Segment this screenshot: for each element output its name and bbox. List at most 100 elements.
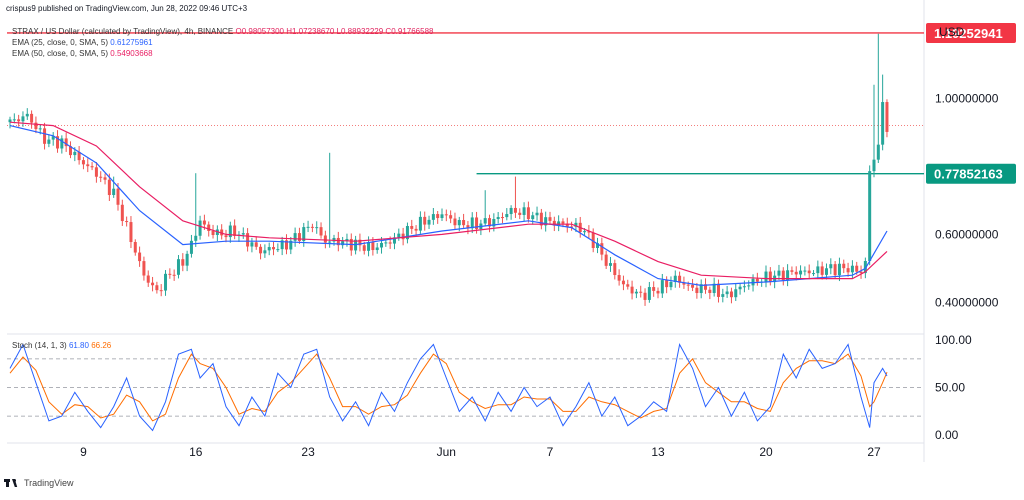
candle-body xyxy=(392,237,396,244)
candle-body xyxy=(522,207,526,215)
publisher-line: crispus9 published on TradingView.com, J… xyxy=(6,4,247,14)
symbol-title: STRAX / US Dollar (calculated by Trading… xyxy=(12,27,234,36)
candle-body xyxy=(885,102,889,132)
ema25-line xyxy=(9,125,888,287)
candle-body xyxy=(436,214,440,219)
candle-body xyxy=(643,292,647,300)
candle-body xyxy=(81,160,85,165)
candle-body xyxy=(781,270,785,281)
ema25-value: 0.61275961 xyxy=(110,38,153,47)
candle-body xyxy=(38,128,42,130)
candle-body xyxy=(272,247,276,250)
candle-body xyxy=(176,259,180,275)
candle-body xyxy=(673,275,677,282)
candle-body xyxy=(850,265,854,273)
x-tick-label: 27 xyxy=(867,445,881,459)
candle-body xyxy=(829,264,833,269)
ema50-line xyxy=(9,121,888,280)
candle-body xyxy=(544,217,548,226)
stoch-header: Stoch (14, 1, 3) 61.80 66.26 xyxy=(12,341,111,351)
candle-body xyxy=(73,151,77,156)
candle-body xyxy=(189,240,193,254)
candle-body xyxy=(846,268,850,273)
candle-body xyxy=(125,221,129,223)
stoch-d-line xyxy=(9,353,888,422)
candle-body xyxy=(68,146,72,156)
candle-body xyxy=(17,119,21,122)
candle-body xyxy=(86,164,90,167)
candle-body xyxy=(90,166,94,168)
candle-body xyxy=(103,177,107,180)
candle-body xyxy=(656,290,660,294)
candle-body xyxy=(807,270,811,274)
candle-body xyxy=(695,287,699,294)
candle-body xyxy=(604,254,608,266)
candle-body xyxy=(401,233,405,240)
ema50-label: EMA (50, close, 0, SMA, 5) xyxy=(12,49,109,58)
ema50-line: EMA (50, close, 0, SMA, 5) 0.54903668 xyxy=(12,49,153,59)
candle-body xyxy=(129,222,133,243)
candle-body xyxy=(280,240,284,250)
level-price-label: 1.19252941 xyxy=(934,26,1003,41)
candle-body xyxy=(812,273,816,275)
candle-body xyxy=(384,242,388,244)
candle-body xyxy=(380,242,384,248)
candle-body xyxy=(289,240,293,250)
candle-body xyxy=(708,289,712,293)
candle-body xyxy=(794,271,798,275)
price-tick-label: 1.00000000 xyxy=(935,91,999,105)
candle-body xyxy=(120,204,124,222)
candle-body xyxy=(112,188,116,196)
candle-body xyxy=(691,284,695,288)
candle-body xyxy=(725,291,729,295)
candle-body xyxy=(319,227,323,236)
candle-body xyxy=(816,266,820,274)
candle-body xyxy=(738,286,742,290)
candle-body xyxy=(224,235,228,238)
candle-body xyxy=(842,263,846,269)
candle-body xyxy=(621,280,625,285)
candle-body xyxy=(470,217,474,229)
candle-body xyxy=(777,270,781,276)
candle-body xyxy=(431,214,435,220)
currency-label: USD xyxy=(939,25,964,39)
candle-body xyxy=(488,218,492,227)
symbol-line: STRAX / US Dollar (calculated by Trading… xyxy=(12,27,433,37)
candle-body xyxy=(526,207,530,220)
stoch-tick-label: 100.00 xyxy=(935,333,972,347)
candle-body xyxy=(790,270,794,272)
candle-body xyxy=(388,242,392,244)
candle-body xyxy=(574,222,578,227)
candle-body xyxy=(315,227,319,229)
candle-body xyxy=(43,128,47,144)
candle-body xyxy=(587,231,591,233)
candle-body xyxy=(686,284,690,286)
candle-body xyxy=(570,226,574,228)
candle-body xyxy=(500,217,504,219)
candle-body xyxy=(837,263,841,276)
candle-body xyxy=(107,179,111,196)
candle-body xyxy=(94,167,98,177)
candle-body xyxy=(60,138,64,149)
candle-body xyxy=(267,247,271,251)
candle-body xyxy=(151,282,155,286)
candle-body xyxy=(669,281,673,288)
price-tick-label: 0.60000000 xyxy=(935,227,999,241)
candle-body xyxy=(30,113,34,123)
candle-body xyxy=(146,275,150,283)
candle-body xyxy=(855,265,859,272)
tradingview-logo-icon xyxy=(4,478,20,488)
candle-body xyxy=(647,287,651,300)
candle-body xyxy=(466,225,470,229)
candle-body xyxy=(881,102,885,145)
candle-body xyxy=(233,225,237,236)
stoch-k-value: 61.80 xyxy=(68,341,89,350)
candle-body xyxy=(453,218,457,226)
candle-body xyxy=(328,241,332,243)
candle-body xyxy=(168,273,172,275)
candle-body xyxy=(716,283,720,297)
candle-body xyxy=(531,215,535,220)
candle-body xyxy=(25,113,29,117)
candle-body xyxy=(496,217,500,220)
candle-body xyxy=(293,233,297,241)
